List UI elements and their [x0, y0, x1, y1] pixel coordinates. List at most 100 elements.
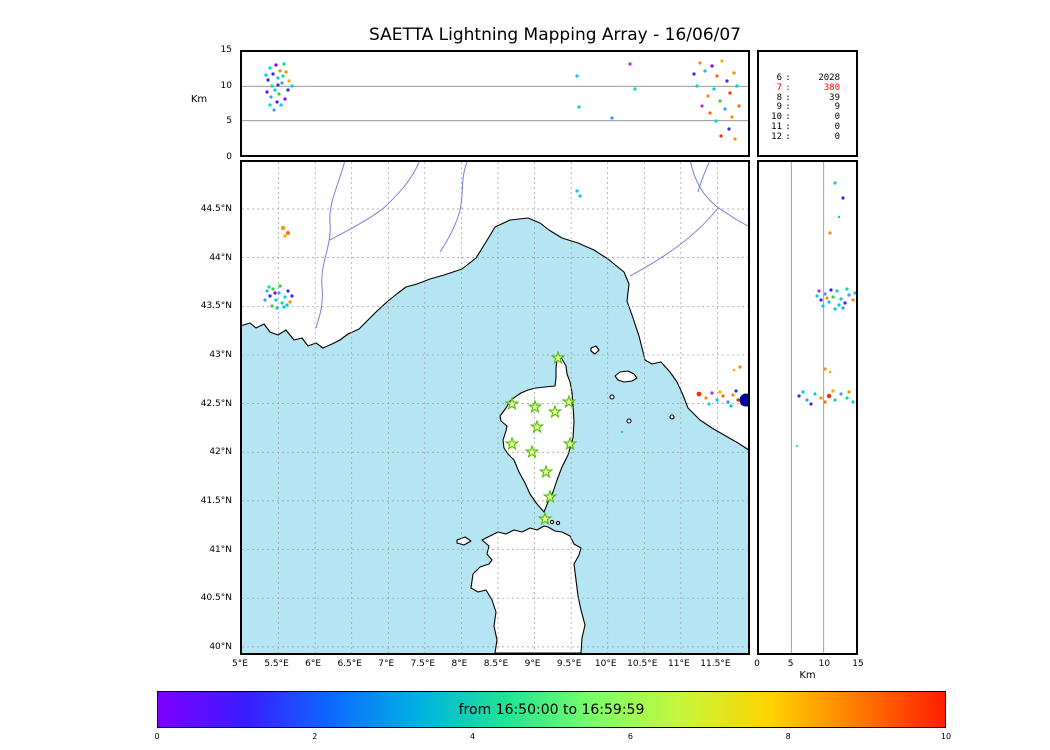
river [697, 162, 710, 193]
lightning-source-point [283, 97, 287, 101]
tick-label: 11°E [668, 659, 690, 669]
colorbar-label: from 16:50:00 to 16:59:59 [458, 701, 645, 718]
tick-label: 2 [312, 732, 318, 741]
km-axis-ticks: 0 5 10 15 [754, 659, 864, 671]
lightning-source-point [847, 293, 851, 297]
lightning-source-point [828, 231, 832, 235]
lightning-source-point [801, 390, 805, 394]
landmasses [242, 162, 748, 653]
lightning-source-point [795, 444, 799, 448]
lightning-source-point [692, 72, 696, 76]
lightning-source-point [698, 61, 702, 65]
lightning-source-point [290, 84, 294, 88]
lightning-source-point [833, 398, 837, 402]
station-count-row: 8:39 [776, 92, 840, 103]
lightning-source-point [845, 396, 849, 400]
lightning-source-point [704, 396, 708, 400]
lightning-source-point [829, 288, 833, 292]
lon-axis-ticks: 5°E 5.5°E 6°E 6.5°E 7°E 7.5°E 8°E 8.5°E 9°E 9.5°E… [232, 659, 750, 671]
lightning-source-point [282, 305, 286, 309]
altitude-latitude-plot [790, 162, 856, 653]
lightning-source-point [276, 83, 280, 87]
colorbar-ticks: 0 2 4 6 8 10 [154, 732, 951, 742]
lightning-source-point [620, 430, 624, 434]
tick-label: 8°E [451, 659, 468, 669]
lightning-source-point [819, 396, 823, 400]
lightning-source-point [286, 88, 290, 92]
lightning-source-point [280, 81, 284, 85]
station-star-marker [504, 436, 520, 451]
station-star-marker [562, 436, 578, 451]
lightning-source-point [845, 287, 849, 291]
rivers [315, 162, 748, 329]
tick-label: 0 [154, 732, 160, 741]
lightning-source-point [720, 59, 724, 63]
lightning-source-point [703, 69, 707, 73]
montecristo-island [626, 418, 632, 424]
lightning-source-point [732, 368, 736, 372]
lightning-source-point [737, 104, 741, 108]
tick-label: 15 [852, 659, 864, 669]
station-count-row: 9:9 [776, 102, 840, 113]
lightning-source-point [272, 108, 276, 112]
station-star-marker [550, 350, 566, 365]
lightning-source-point [714, 119, 718, 123]
lightning-source-point [715, 74, 719, 78]
lightning-source-point [805, 398, 809, 402]
lightning-source-point [267, 285, 271, 289]
station-count-row: 7:380 [776, 82, 840, 93]
giglio-island [669, 414, 675, 420]
tick-label: 6.5°E [337, 659, 362, 669]
lightning-source-point [821, 304, 825, 308]
tick-label: 15 [220, 45, 232, 55]
station-star-marker [537, 511, 553, 526]
map-plot [242, 162, 748, 653]
tick-label: 6 [627, 732, 633, 741]
tick-label: 41°N [209, 544, 232, 555]
tick-label: 0 [754, 659, 760, 669]
lightning-source-point [715, 398, 719, 402]
station-count-row: 10:0 [771, 112, 840, 123]
lightning-source-point [708, 111, 712, 115]
tick-label: 44.5°N [200, 204, 232, 214]
lightning-source-point [275, 306, 279, 310]
lightning-source-point [837, 215, 841, 219]
lightning-source-point [719, 134, 723, 138]
lightning-source-point [269, 95, 273, 99]
lightning-source-point [290, 294, 294, 298]
lightning-source-point [839, 392, 843, 396]
lightning-source-point [835, 289, 839, 293]
lightning-source-point [826, 393, 832, 399]
lightning-source-point [283, 295, 287, 299]
lightning-source-point [695, 84, 699, 88]
river [629, 207, 719, 277]
lightning-source-point [718, 99, 722, 103]
figure-title: SAETTA Lightning Mapping Array - 16/06/0… [369, 25, 741, 45]
lightning-source-point [287, 79, 291, 83]
lightning-source-point [841, 196, 845, 200]
lightning-source-point [277, 291, 281, 295]
lightning-source-point [831, 389, 835, 393]
lightning-source-point [736, 398, 740, 402]
tick-label: 41.5°N [200, 495, 232, 506]
maddalena-island [555, 520, 561, 526]
lightning-source-point [710, 64, 714, 68]
tick-label: 8.5°E [483, 659, 509, 669]
station-markers [504, 350, 578, 526]
lightning-source-point [270, 84, 274, 88]
lightning-source-point [828, 370, 832, 374]
lightning-source-point [823, 292, 827, 296]
lightning-source-point [847, 390, 851, 394]
lightning-source-point [265, 90, 269, 94]
lightning-points-altitude-longitude [264, 59, 741, 141]
asinara-island [456, 536, 472, 546]
river [439, 162, 468, 253]
tick-label: 42°N [209, 447, 232, 458]
lightning-source-point [823, 367, 827, 371]
lightning-source-point [718, 390, 722, 394]
station-star-marker [547, 404, 563, 419]
maddalena-island [549, 519, 555, 525]
lightning-source-point [732, 71, 736, 75]
station-star-marker [527, 399, 543, 414]
lightning-source-point [827, 300, 831, 304]
